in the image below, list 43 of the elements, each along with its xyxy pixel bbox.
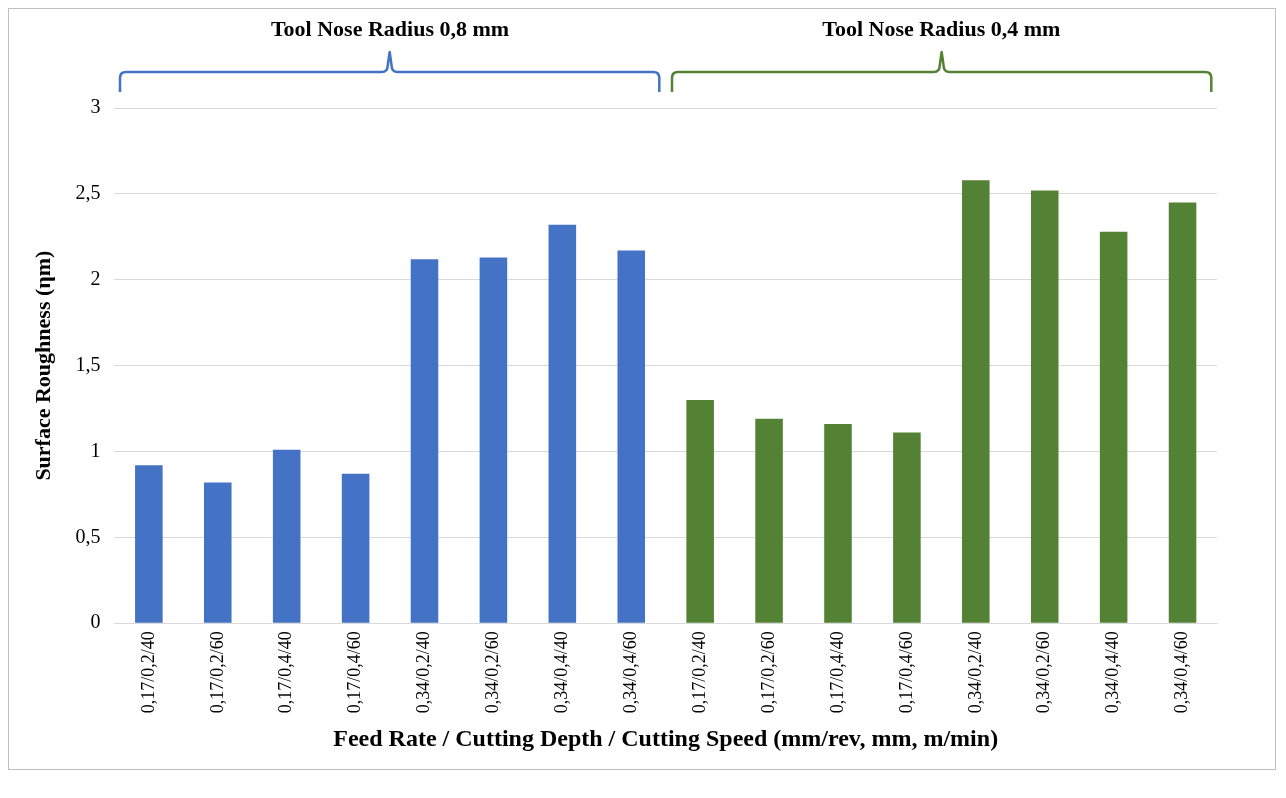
bar (1030, 190, 1059, 623)
x-tick-label: 0,17/0,4/40 (826, 631, 847, 714)
bar (962, 180, 990, 623)
y-tick-label: 2 (90, 266, 101, 289)
x-tick-label: 0,34/0,4/40 (1102, 631, 1123, 714)
bar (479, 257, 508, 623)
text: Tool Nose Radius 0,4 mm (821, 16, 1062, 42)
bar (686, 399, 714, 623)
x-tick-label: 0,34/0,2/40 (413, 631, 434, 714)
bar (1168, 202, 1197, 623)
bar (893, 432, 921, 623)
bar (203, 482, 232, 623)
x-tick-label: 0,17/0,2/60 (206, 631, 227, 714)
bar (548, 224, 577, 623)
x-tick-label: 0,17/0,2/40 (688, 631, 709, 714)
bar (824, 423, 852, 623)
x-tick-label: 0,34/0,2/40 (964, 631, 985, 714)
y-tick-label: 3 (90, 95, 101, 118)
x-tick-label: 0,17/0,4/60 (895, 631, 916, 714)
y-tick-label: 1,5 (75, 352, 101, 375)
x-tick-label: 0,34/0,4/60 (619, 631, 640, 714)
x-tick-label: 0,34/0,2/60 (482, 631, 503, 714)
bar (341, 473, 370, 623)
y-tick-label: 2,5 (75, 181, 101, 204)
x-tick-label: 0,17/0,4/40 (275, 631, 296, 714)
bar (617, 250, 646, 623)
y-tick-label: 0,5 (75, 524, 101, 547)
text: Tool Nose Radius 0,8 mm (269, 16, 511, 42)
bar (410, 259, 439, 623)
y-axis-title: Surface Roughness (ηm) (29, 250, 55, 481)
x-tick-label: 0,34/0,2/60 (1033, 631, 1054, 714)
x-tick-label: 0,17/0,2/60 (757, 631, 778, 714)
x-tick-label: 0,17/0,2/40 (137, 631, 158, 714)
bar (135, 465, 163, 623)
x-axis-title: Feed Rate / Cutting Depth / Cutting Speed (mm/rev, mm, m/min) (333, 724, 999, 751)
x-tick-label: 0,17/0,4/60 (344, 631, 365, 714)
bar (272, 449, 301, 623)
x-tick-label: 0,34/0,4/60 (1171, 631, 1192, 714)
x-tick-label: 0,34/0,4/40 (551, 631, 572, 714)
bar (755, 418, 783, 623)
y-tick-label: 0 (90, 610, 101, 633)
y-tick-label: 1 (90, 438, 101, 461)
bar (1099, 231, 1128, 623)
